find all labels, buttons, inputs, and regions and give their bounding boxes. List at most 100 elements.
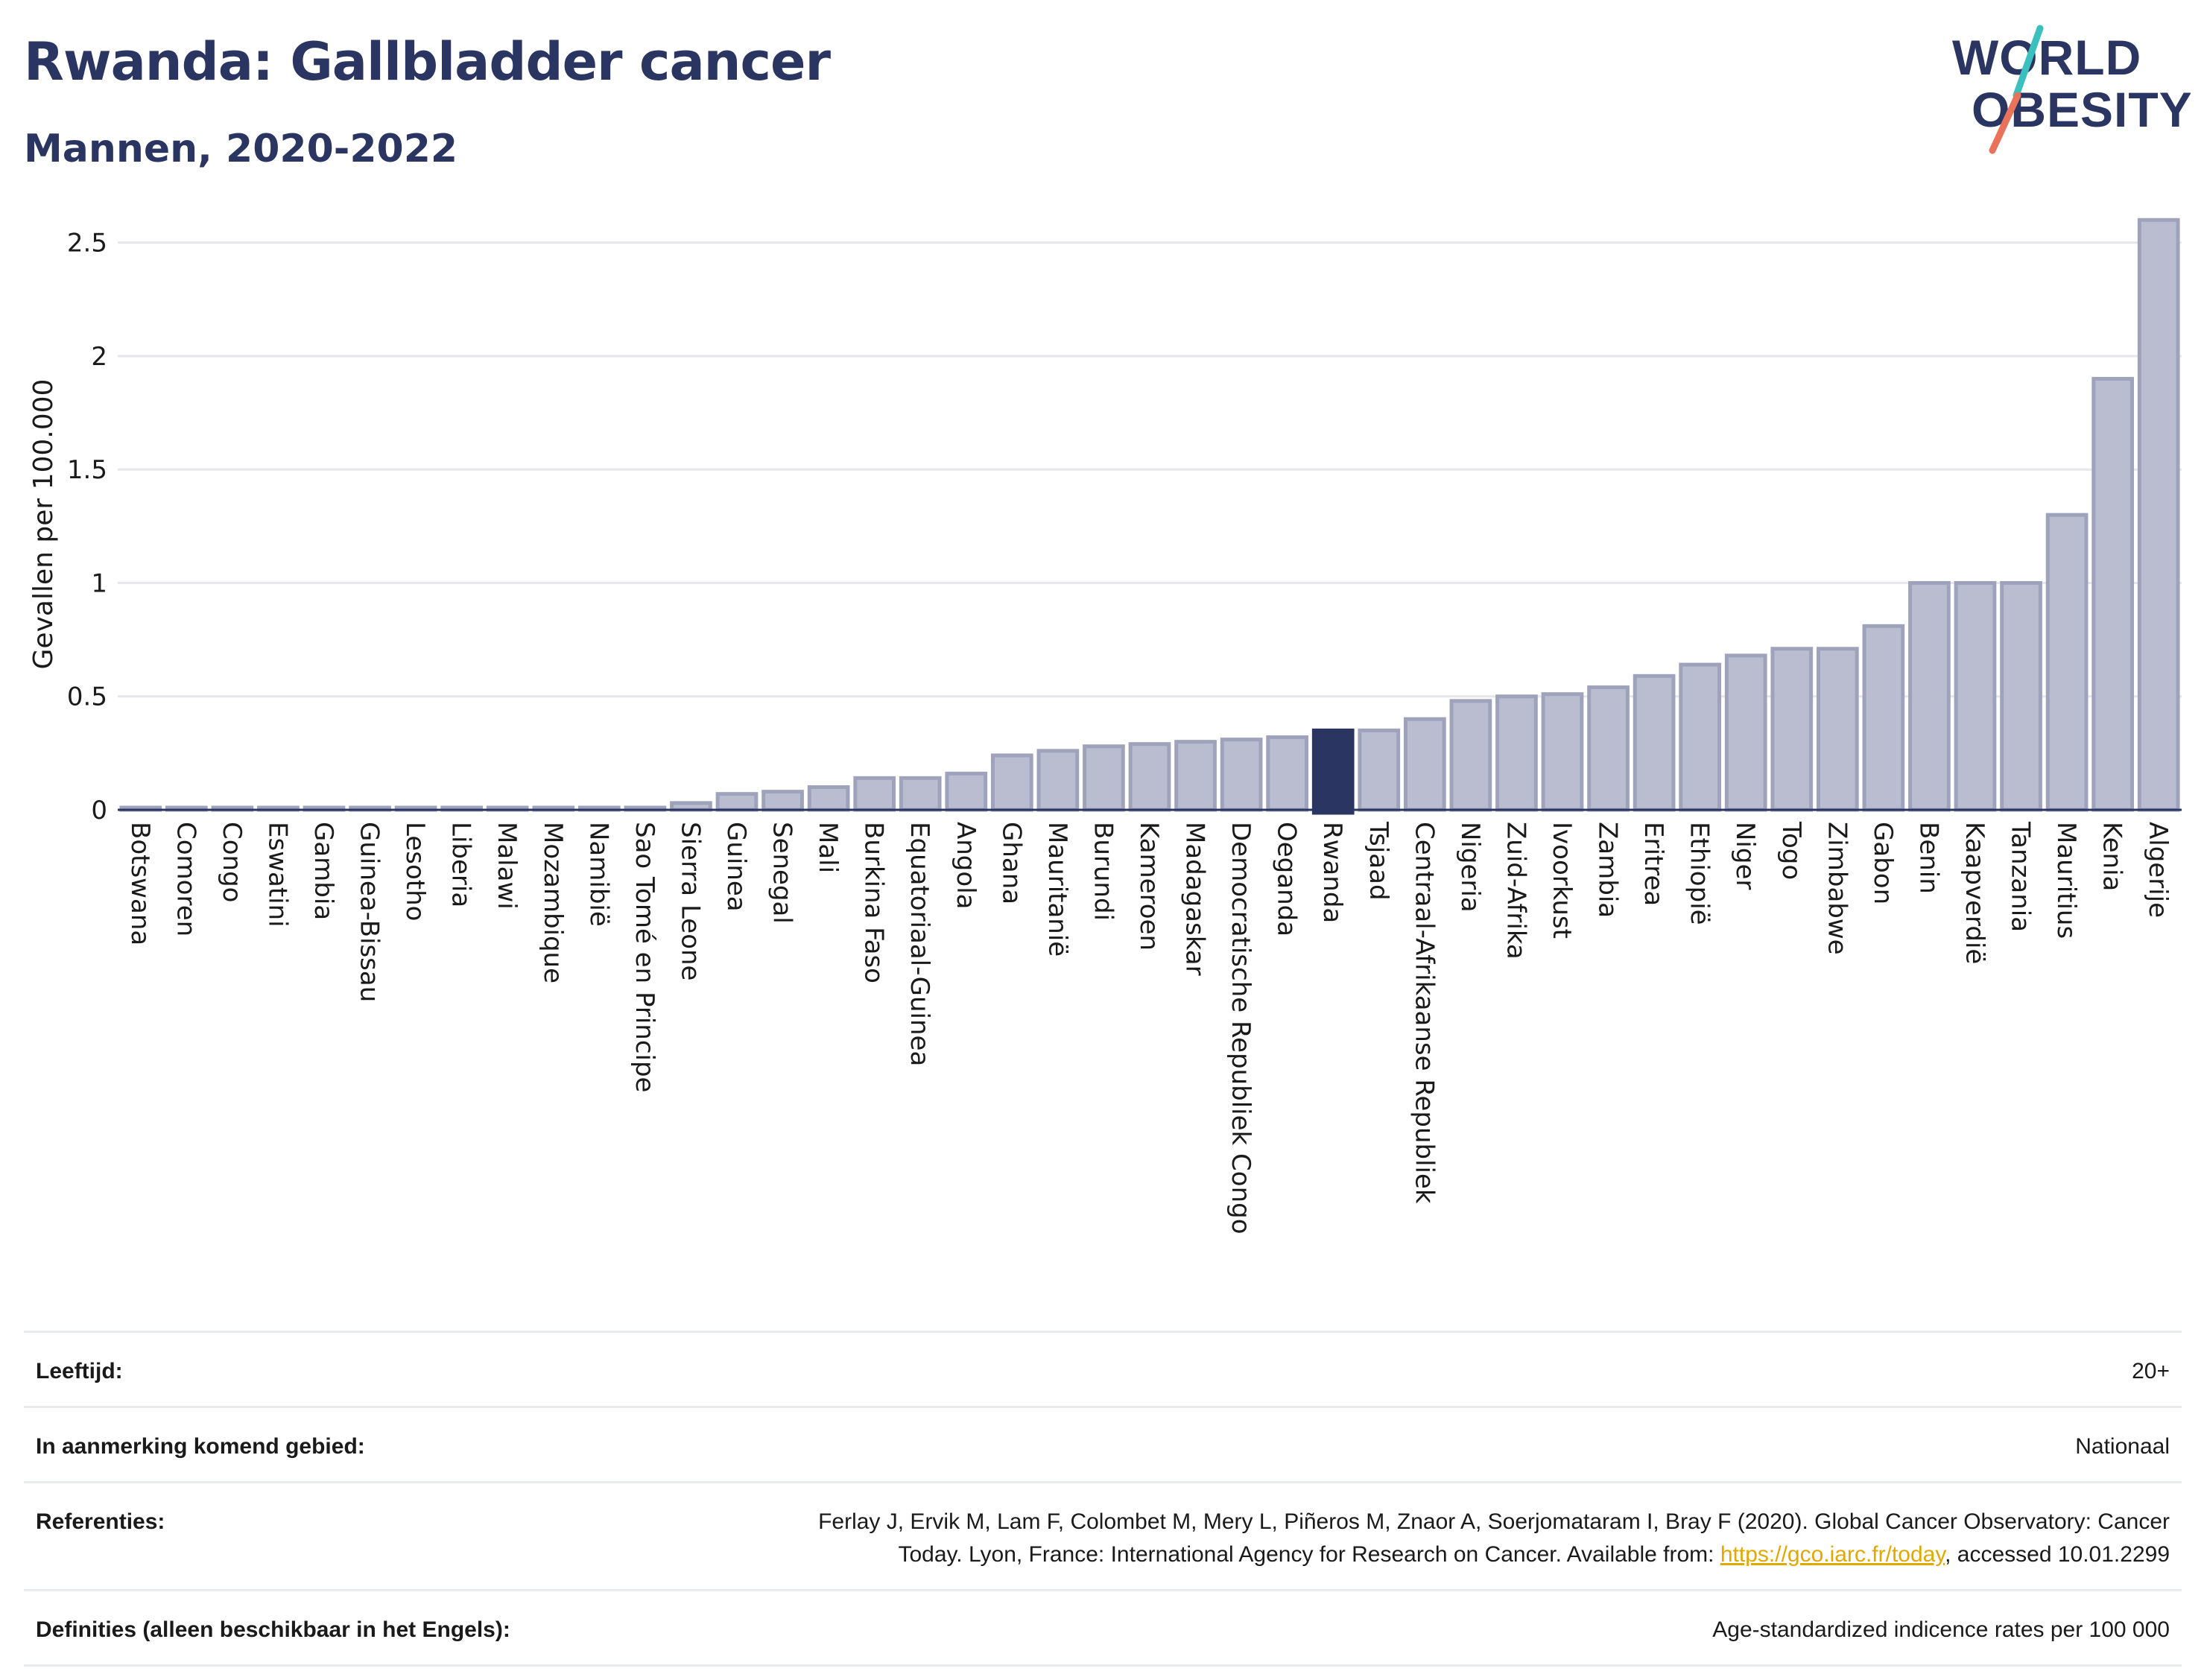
x-tick-label: Equatoriaal-Guinea (905, 822, 934, 1066)
info-row-definitions: Definities (alleen beschikbaar in het En… (24, 1589, 2182, 1667)
bar-kenia (2091, 376, 2135, 812)
x-tick-label: Ethiopië (1685, 822, 1714, 925)
logo-slash-teal (2013, 25, 2044, 99)
x-tick-label: Burundi (1088, 822, 1118, 921)
x-tick-label: Guinea (721, 822, 751, 912)
x-tick-label: Gambia (308, 822, 338, 920)
bar-tanzania (2000, 580, 2042, 812)
x-tick-label: Lesotho (400, 822, 430, 921)
bar-oeganda (1266, 735, 1309, 812)
world-obesity-logo: WORLD OBESITY (1952, 25, 2191, 154)
x-tick-label: Centraal-Afrikaanse Republiek (1409, 822, 1439, 1204)
x-tick-label: Kaapverdië (1960, 822, 1989, 964)
x-tick-label: Comoren (171, 822, 200, 936)
x-tick-label: Namibië (583, 822, 613, 927)
references-value: Ferlay J, Ervik M, Lam F, Colombet M, Me… (520, 1506, 2170, 1571)
info-row-age: Leeftijd: 20+ (24, 1331, 2182, 1406)
x-tick-label: Democratische Republiek Congo (1226, 822, 1255, 1234)
references-line1: Ferlay J, Ervik M, Lam F, Colombet M, Me… (818, 1509, 2170, 1534)
bar-chart: 0 0.5 1 1.5 2 2.5 Botswana Comoren Congo Eswatin… (28, 218, 2182, 1234)
x-tick-label: Ivoorkust (1547, 822, 1577, 939)
definitions-label: Definities (alleen beschikbaar in het En… (36, 1617, 510, 1642)
x-tick-label: Senegal (767, 822, 797, 924)
bar-burkina-faso (853, 776, 896, 812)
bar-burundi (1083, 744, 1125, 812)
x-axis-ticks: Botswana Comoren Congo Eswatini Gambia Guinea… (125, 821, 2173, 1234)
x-tick-label: Nigeria (1455, 822, 1485, 913)
x-tick-label: Liberia (446, 822, 476, 907)
definitions-value: Age-standardized indicence rates per 100… (1712, 1617, 2170, 1642)
bar-kaapverdi- (1954, 580, 1997, 812)
references-line2: Today. Lyon, France: International Agenc… (520, 1538, 2170, 1571)
references-line2-text: Today. Lyon, France: International Agenc… (898, 1542, 1720, 1567)
x-tick-label: Zuid-Afrika (1501, 822, 1530, 960)
x-tick-label: Congo (217, 822, 247, 902)
bar-nigeria (1449, 699, 1492, 812)
references-label: Referenties: (36, 1509, 165, 1534)
info-table: Leeftijd: 20+ In aanmerking komend gebie… (24, 1331, 2182, 1667)
bar-eritrea (1633, 673, 1676, 812)
bar-togo (1770, 647, 1814, 812)
age-label: Leeftijd: (36, 1359, 123, 1383)
x-tick-label: Guinea-Bissau (355, 822, 384, 1002)
y-tick-label: 0.5 (67, 682, 107, 712)
chart-subtitle: Mannen, 2020-2022 (24, 127, 458, 171)
x-tick-label: Benin (1913, 822, 1943, 894)
x-tick-label: Burkina Faso (859, 822, 889, 983)
x-tick-label: Mozambique (538, 822, 568, 983)
references-accessed: , accessed 10.01.2299 (1945, 1542, 2170, 1567)
area-label: In aanmerking komend gebied: (36, 1434, 365, 1459)
logo-slash-coral (1989, 92, 2021, 154)
x-tick-label: Sierra Leone (675, 822, 705, 980)
x-tick-label: Angola (951, 822, 981, 909)
info-row-references: Referenties: Ferlay J, Ervik M, Lam F, C… (24, 1481, 2182, 1589)
x-tick-label: Zambia (1593, 822, 1623, 918)
area-value: Nationaal (2075, 1434, 2170, 1459)
bar-rwanda (1311, 728, 1355, 815)
bar-madagaskar (1174, 740, 1217, 812)
x-tick-label: Algerije (2143, 822, 2173, 918)
x-tick-label: Malawi (492, 822, 522, 910)
bar-centraal-afrikaanse-republiek (1403, 717, 1446, 812)
age-value: 20+ (2132, 1359, 2170, 1383)
bar-zimbabwe (1816, 647, 1859, 812)
x-tick-label: Oeganda (1272, 822, 1302, 936)
bar-zuid-afrika (1495, 694, 1538, 812)
bar-mali (807, 785, 850, 812)
bar-mauritani- (1036, 749, 1080, 812)
bar-gabon (1862, 624, 1905, 812)
x-tick-label: Togo (1776, 821, 1806, 880)
x-tick-label: Mali (813, 822, 843, 873)
x-tick-label: Kameroen (1134, 822, 1164, 951)
bar-niger (1724, 653, 1767, 812)
x-tick-label: Botswana (125, 822, 155, 945)
x-tick-label: Eritrea (1638, 822, 1668, 906)
bar-equatoriaal-guinea (899, 776, 942, 812)
bar-algerije (2137, 218, 2180, 812)
bar-ethiopi- (1679, 662, 1722, 812)
y-tick-label: 2.5 (67, 229, 107, 259)
logo-line1: WORLD (1952, 30, 2141, 85)
bar-benin (1908, 580, 1951, 812)
bars (119, 218, 2180, 815)
bar-guinea (715, 792, 759, 812)
x-tick-label: Rwanda (1317, 822, 1347, 923)
x-tick-label: Eswatini (262, 822, 292, 928)
x-tick-label: Ghana (996, 822, 1026, 904)
references-link[interactable]: https://gco.iarc.fr/today (1720, 1542, 1945, 1567)
x-tick-label: Tsjaad (1364, 821, 1393, 901)
bar-ghana (990, 753, 1033, 812)
x-tick-label: Tanzania (2006, 821, 2036, 932)
bar-democratische-republiek-congo (1220, 738, 1263, 812)
y-axis-ticks: 0 0.5 1 1.5 2 2.5 (67, 229, 107, 825)
bar-tsjaad (1358, 728, 1401, 812)
y-axis-label: Gevallen per 100.000 (28, 379, 59, 670)
y-tick-label: 2 (91, 342, 107, 372)
chart-title: Rwanda: Gallbladder cancer (24, 31, 831, 92)
bar-ivoorkust (1541, 692, 1584, 812)
x-tick-label: Niger (1730, 822, 1760, 890)
y-tick-label: 1.5 (67, 455, 107, 485)
bar-senegal (761, 790, 804, 812)
x-tick-label: Mauritius (2051, 822, 2081, 939)
y-tick-label: 0 (91, 796, 107, 825)
